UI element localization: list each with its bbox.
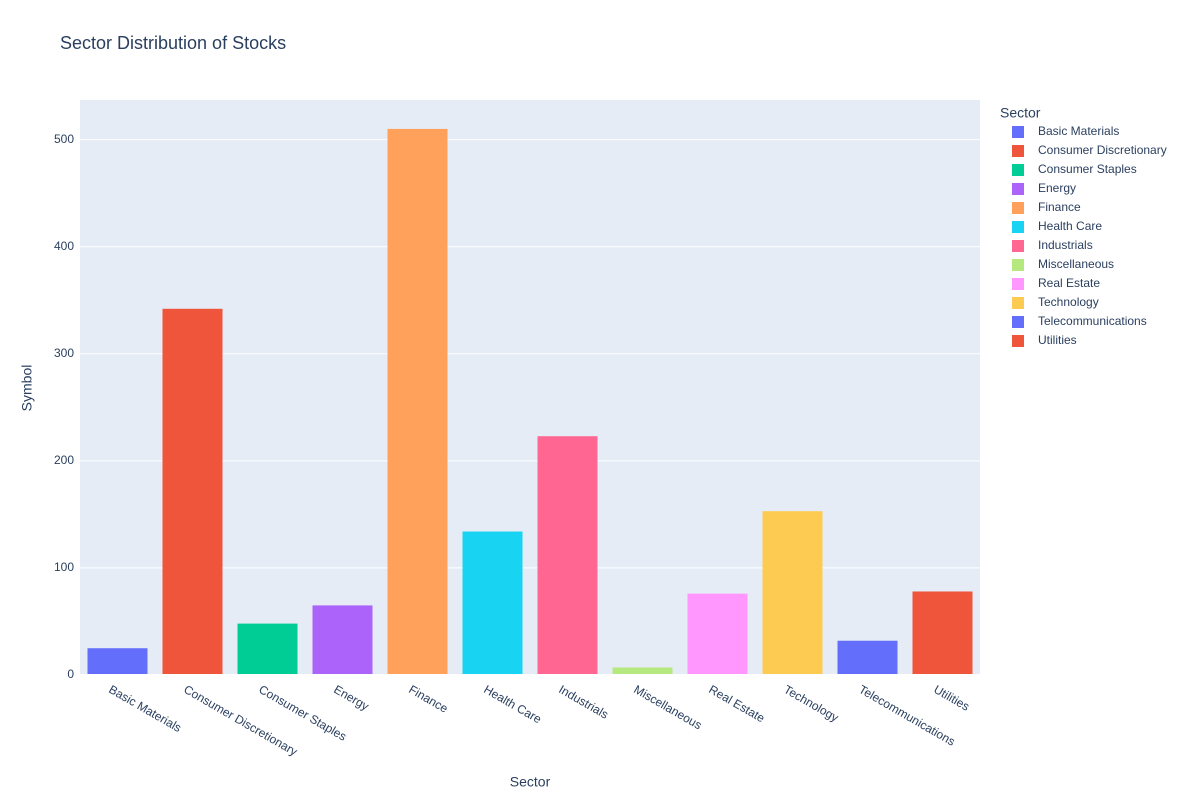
bar — [687, 593, 748, 675]
legend-swatch — [1012, 240, 1024, 252]
bar — [762, 511, 823, 675]
x-tick-label: Utilities — [931, 682, 971, 713]
bar — [162, 308, 223, 675]
chart-title: Sector Distribution of Stocks — [60, 33, 286, 53]
legend-label: Consumer Discretionary — [1038, 143, 1167, 157]
legend-swatch — [1012, 126, 1024, 138]
y-tick-label: 500 — [54, 132, 74, 146]
x-tick-label: Miscellaneous — [631, 682, 704, 732]
y-tick-label: 0 — [67, 667, 74, 681]
legend-swatch — [1012, 202, 1024, 214]
legend-title: Sector — [1000, 105, 1041, 121]
legend-swatch — [1012, 335, 1024, 347]
bar — [462, 531, 523, 675]
y-tick-label: 200 — [54, 453, 74, 467]
bar — [912, 591, 973, 675]
bar — [612, 667, 673, 675]
legend-label: Health Care — [1038, 219, 1102, 233]
y-axis-title: Symbol — [19, 365, 35, 412]
legend-swatch — [1012, 221, 1024, 233]
y-tick-label: 400 — [54, 239, 74, 253]
x-tick-label: Technology — [781, 682, 841, 724]
bar — [312, 605, 373, 675]
plot-area — [80, 100, 980, 675]
bar — [387, 128, 448, 675]
x-axis-title: Sector — [510, 774, 551, 790]
legend-label: Technology — [1038, 295, 1099, 309]
legend-swatch — [1012, 183, 1024, 195]
legend-label: Utilities — [1038, 333, 1077, 347]
y-tick-label: 100 — [54, 560, 74, 574]
legend-label: Miscellaneous — [1038, 257, 1114, 271]
legend-label: Industrials — [1038, 238, 1093, 252]
legend-label: Basic Materials — [1038, 124, 1119, 138]
legend-swatch — [1012, 278, 1024, 290]
y-tick-label: 300 — [54, 346, 74, 360]
bar — [237, 623, 298, 675]
legend-label: Telecommunications — [1038, 314, 1147, 328]
legend-swatch — [1012, 145, 1024, 157]
x-tick-label: Industrials — [556, 682, 610, 721]
legend-swatch — [1012, 164, 1024, 176]
x-tick-label: Health Care — [481, 682, 544, 726]
bar — [537, 436, 598, 675]
x-tick-label: Finance — [406, 682, 450, 716]
legend-label: Energy — [1038, 181, 1076, 195]
legend-swatch — [1012, 316, 1024, 328]
legend-swatch — [1012, 259, 1024, 271]
x-tick-label: Real Estate — [706, 682, 767, 725]
bar — [837, 640, 898, 675]
bar — [87, 648, 148, 675]
legend-label: Real Estate — [1038, 276, 1100, 290]
x-tick-label: Energy — [331, 682, 371, 713]
legend-label: Finance — [1038, 200, 1081, 214]
legend-swatch — [1012, 297, 1024, 309]
x-tick-label: Basic Materials — [106, 682, 183, 735]
legend-label: Consumer Staples — [1038, 162, 1137, 176]
